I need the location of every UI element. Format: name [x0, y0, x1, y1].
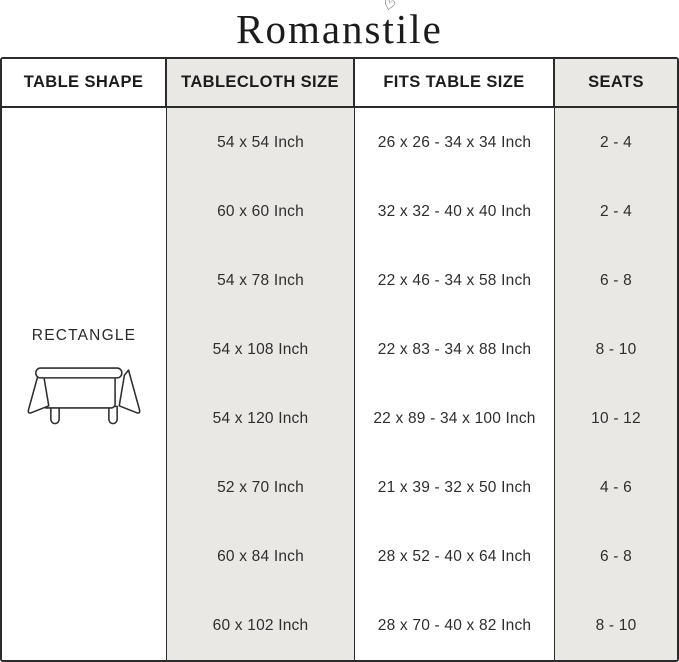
fits-table-size-column: 26 x 26 - 34 x 34 Inch 32 x 32 - 40 x 40… [355, 108, 555, 660]
tablecloth-size-cell: 54 x 78 Inch [217, 271, 304, 289]
header-cell-tablecloth-size: TABLECLOTH SIZE [167, 59, 355, 108]
seats-cell: 6 - 8 [599, 271, 632, 289]
fits-table-size-cell: 21 x 39 - 32 x 50 Inch [377, 478, 532, 496]
fits-table-size-cell: 28 x 70 - 40 x 82 Inch [377, 616, 532, 634]
fits-table-size-cell: 28 x 52 - 40 x 64 Inch [377, 547, 532, 565]
header-cell-seats: SEATS [555, 59, 677, 108]
fits-table-size-cell: 32 x 32 - 40 x 40 Inch [377, 202, 532, 220]
tablecloth-size-cell: 54 x 54 Inch [217, 133, 304, 151]
tablecloth-size-cell: 60 x 84 Inch [217, 547, 304, 565]
seats-column: 2 - 4 2 - 4 6 - 8 8 - 10 10 - 12 4 - 6 6… [555, 108, 677, 660]
rectangle-tablecloth-icon [26, 367, 142, 425]
tablecloth-size-cell: 54 x 108 Inch [212, 340, 309, 358]
tablecloth-size-cell: 54 x 120 Inch [212, 409, 309, 427]
tablecloth-size-column: 54 x 54 Inch 60 x 60 Inch 54 x 78 Inch 5… [167, 108, 355, 660]
tablecloth-size-cell: 60 x 60 Inch [217, 202, 304, 220]
tablecloth-size-cell: 52 x 70 Inch [217, 478, 304, 496]
header-cell-fits-table-size: FITS TABLE SIZE [355, 59, 555, 108]
brand-logo: Romanstile ♡ [0, 0, 679, 57]
seats-cell: 8 - 10 [595, 616, 637, 634]
shape-label: RECTANGLE [31, 327, 137, 344]
header-cell-table-shape: TABLE SHAPE [2, 59, 167, 108]
fits-table-size-cell: 22 x 83 - 34 x 88 Inch [377, 340, 532, 358]
seats-cell: 2 - 4 [599, 133, 632, 151]
size-chart-table: TABLE SHAPE TABLECLOTH SIZE FITS TABLE S… [0, 57, 679, 662]
seats-cell: 8 - 10 [595, 340, 637, 358]
seats-cell: 2 - 4 [599, 202, 632, 220]
fits-table-size-cell: 22 x 46 - 34 x 58 Inch [377, 271, 532, 289]
fits-table-size-cell: 26 x 26 - 34 x 34 Inch [377, 133, 532, 151]
seats-cell: 10 - 12 [591, 409, 641, 427]
brand-logo-text: Romanstile [236, 5, 443, 52]
tablecloth-size-cell: 60 x 102 Inch [212, 616, 309, 634]
fits-table-size-cell: 22 x 89 - 34 x 100 Inch [373, 409, 536, 427]
table-shape-column: RECTANGLE [2, 108, 167, 660]
seats-cell: 4 - 6 [599, 478, 632, 496]
seats-cell: 6 - 8 [599, 547, 632, 565]
